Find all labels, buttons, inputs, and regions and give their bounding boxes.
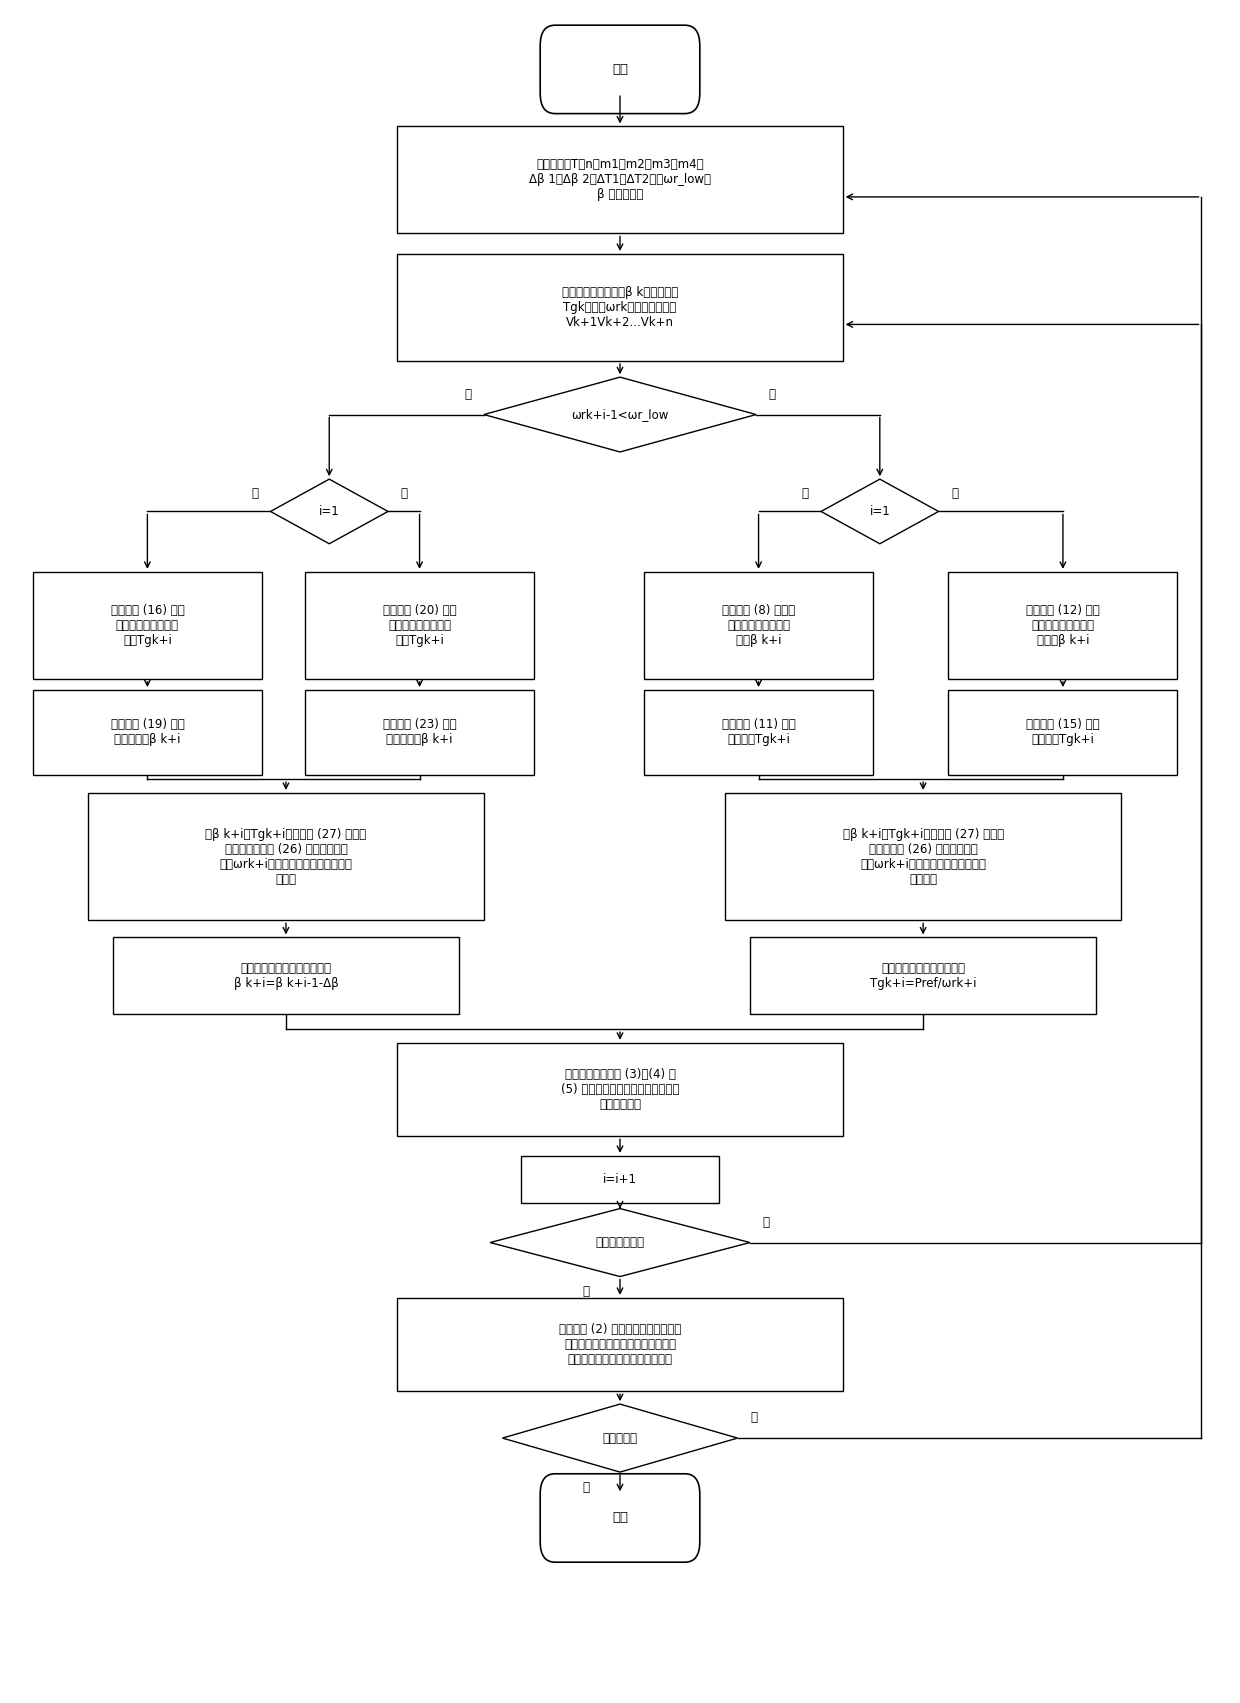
Bar: [33, 690, 262, 775]
Polygon shape: [502, 1403, 738, 1471]
Bar: [397, 254, 843, 361]
Polygon shape: [821, 479, 939, 543]
Text: 否: 否: [750, 1412, 756, 1424]
Bar: [397, 1042, 843, 1136]
Text: 是: 是: [252, 487, 258, 499]
Text: 是: 是: [582, 1480, 589, 1494]
Text: 根据公式 (12) 给定
候选输出桨距角有限
控制集β k+i: 根据公式 (12) 给定 候选输出桨距角有限 控制集β k+i: [1025, 605, 1100, 647]
Text: i=1: i=1: [869, 506, 890, 518]
Text: 结束: 结束: [613, 1512, 627, 1524]
Text: 根据公式 (20) 给定
候选输出转矩有限控
制集Tgk+i: 根据公式 (20) 给定 候选输出转矩有限控 制集Tgk+i: [383, 605, 456, 647]
Text: 开始: 开始: [613, 63, 627, 77]
Bar: [33, 572, 262, 679]
Polygon shape: [270, 479, 388, 543]
Text: 否: 否: [763, 1216, 769, 1230]
Text: 是: 是: [465, 388, 471, 400]
FancyBboxPatch shape: [541, 1473, 699, 1562]
FancyBboxPatch shape: [541, 26, 699, 114]
Bar: [88, 794, 484, 920]
Bar: [305, 572, 534, 679]
Text: 初始化参数T、n、m1、m2、m3、m4、
Δβ 1、Δβ 2、ΔT1、ΔT2以及ωr_low与
β 的关系表等: 初始化参数T、n、m1、m2、m3、m4、 Δβ 1、Δβ 2、ΔT1、ΔT2以…: [529, 158, 711, 201]
Text: 根据公式 (8) 给定候
选输出桨距角有限控
制集β k+i: 根据公式 (8) 给定候 选输出桨距角有限控 制集β k+i: [722, 605, 795, 647]
Text: 根据公式 (23) 得到
给定桨距角β k+i: 根据公式 (23) 得到 给定桨距角β k+i: [383, 719, 456, 746]
Bar: [750, 937, 1096, 1013]
Bar: [521, 1156, 719, 1204]
Text: 否: 否: [401, 487, 408, 499]
Text: 获取当前给定桨距角β k、给定转矩
Tgk、转速ωrk及提前测量风速
Vk+1Vk+2...Vk+n: 获取当前给定桨距角β k、给定转矩 Tgk、转速ωrk及提前测量风速 Vk+1V…: [562, 286, 678, 329]
Text: 是: 是: [582, 1286, 589, 1298]
Text: 根据公式 (16) 给定
候选输出转矩有限控
制集Tgk+i: 根据公式 (16) 给定 候选输出转矩有限控 制集Tgk+i: [110, 605, 185, 647]
Polygon shape: [484, 376, 756, 451]
Text: 根据公式 (15) 得到
给定转矩Tgk+i: 根据公式 (15) 得到 给定转矩Tgk+i: [1027, 719, 1100, 746]
Text: 根据公式 (19) 得到
给定桨距角β k+i: 根据公式 (19) 得到 给定桨距角β k+i: [110, 719, 185, 746]
Text: 否: 否: [769, 388, 775, 400]
Bar: [305, 690, 534, 775]
Bar: [949, 690, 1177, 775]
Polygon shape: [490, 1209, 750, 1277]
Text: 根据公式 (11) 得到
给定转矩Tgk+i: 根据公式 (11) 得到 给定转矩Tgk+i: [722, 719, 795, 746]
Text: 预测周期结束？: 预测周期结束？: [595, 1236, 645, 1248]
Bar: [397, 126, 843, 233]
Text: ωrk+i-1<ωr_low: ωrk+i-1<ωr_low: [572, 409, 668, 421]
Text: 候选转矩有限控制集设置为
Tgk+i=Pref/ωrk+i: 候选转矩有限控制集设置为 Tgk+i=Pref/ωrk+i: [870, 962, 976, 989]
Text: i=1: i=1: [319, 506, 340, 518]
Text: 根据公式 (2) 计算成本函数得到最优
序列，将最优给定桨距角序列与转矩
序列的第一个元素作为控制器输出: 根据公式 (2) 计算成本函数得到最优 序列，将最优给定桨距角序列与转矩 序列的…: [559, 1323, 681, 1366]
Text: 候选桨距角有限控制集设置为
β k+i=β k+i-1-Δβ: 候选桨距角有限控制集设置为 β k+i=β k+i-1-Δβ: [233, 962, 339, 989]
Bar: [644, 690, 873, 775]
Text: 是: 是: [802, 487, 808, 499]
Bar: [113, 937, 459, 1013]
Bar: [644, 572, 873, 679]
Bar: [397, 1298, 843, 1391]
Text: 控制结束？: 控制结束？: [603, 1432, 637, 1444]
Text: i=i+1: i=i+1: [603, 1173, 637, 1187]
Bar: [949, 572, 1177, 679]
Text: 根据约束条件公式 (3)、(4) 和
(5) 对桨距角，转矩序列元素进行限
幅或剔除处理: 根据约束条件公式 (3)、(4) 和 (5) 对桨距角，转矩序列元素进行限 幅或…: [560, 1068, 680, 1110]
Text: 将β k+i、Tgk+i以及公式 (27) 代入转
速计算公式公式 (26) 计算得到预测
转速ωrk+i，并将其存储在下一预测周
期使用: 将β k+i、Tgk+i以及公式 (27) 代入转 速计算公式公式 (26) 计…: [206, 828, 367, 886]
Text: 将β k+i、Tgk+i以及公式 (27) 代入转
速计算公式 (26) 计算得到预测
转速ωrk+i，并将其存储在下一预测
周期使用: 将β k+i、Tgk+i以及公式 (27) 代入转 速计算公式 (26) 计算得…: [842, 828, 1003, 886]
Text: 否: 否: [951, 487, 959, 499]
Bar: [725, 794, 1121, 920]
